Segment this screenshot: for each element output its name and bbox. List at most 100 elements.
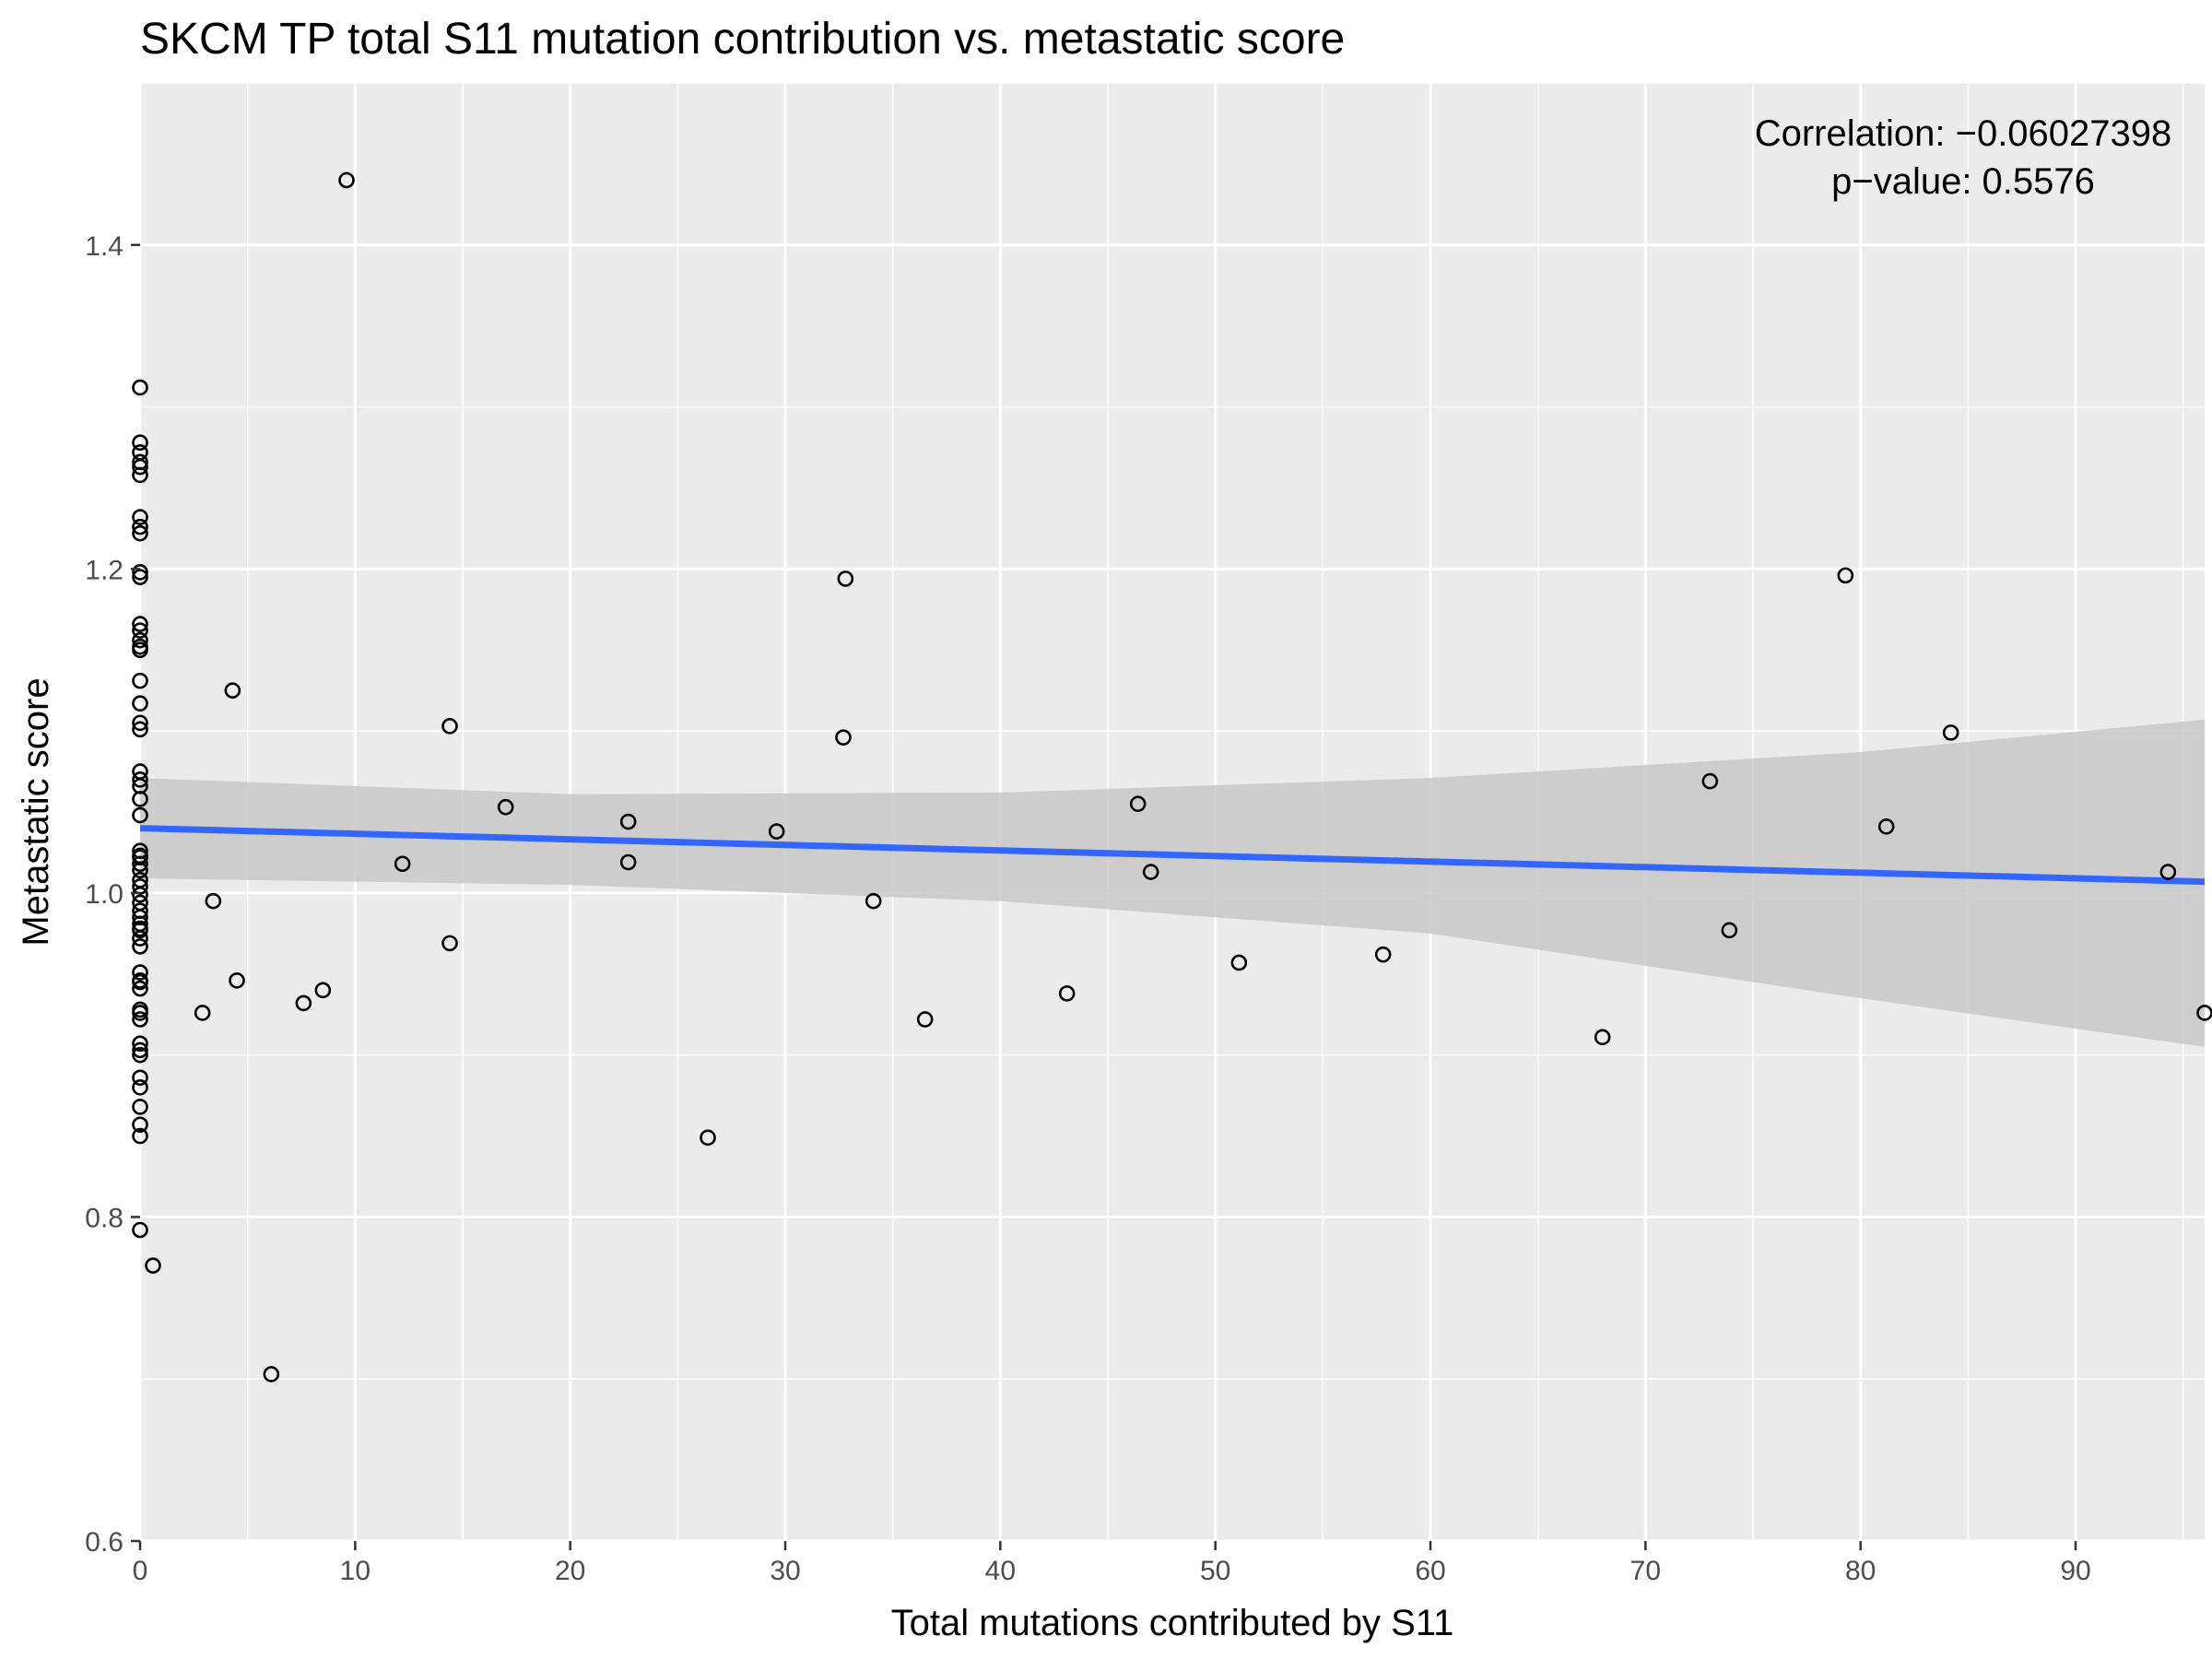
data-point	[132, 569, 148, 585]
data-point	[1129, 795, 1147, 813]
data-point	[132, 434, 148, 452]
data-point	[132, 466, 148, 484]
data-point	[295, 994, 312, 1012]
data-point	[132, 872, 148, 888]
data-point	[132, 1079, 148, 1096]
p-value-annotation: p−value: 0.5576	[1831, 161, 2095, 202]
y-tick-label: 1.2	[85, 555, 124, 585]
data-point	[132, 964, 148, 981]
data-point	[916, 1011, 934, 1028]
data-point	[497, 798, 514, 816]
data-point	[132, 631, 148, 649]
y-tick-label: 0.8	[85, 1203, 124, 1233]
data-point	[132, 1046, 148, 1064]
correlation-annotation: Correlation: −0.06027398	[1755, 113, 2172, 154]
data-point	[132, 1221, 148, 1239]
data-point	[132, 1099, 148, 1115]
data-point	[132, 806, 148, 824]
data-point	[619, 853, 637, 871]
x-axis-title: Total mutations contributed by S11	[891, 1603, 1454, 1643]
y-tick-label: 1.4	[85, 231, 124, 262]
y-tick-label: 1.0	[85, 879, 124, 910]
x-tick-label: 70	[1630, 1556, 1661, 1586]
data-point	[835, 729, 852, 746]
data-point	[132, 920, 148, 937]
data-point	[132, 509, 148, 525]
data-point	[132, 518, 148, 535]
x-tick-label: 20	[555, 1556, 585, 1586]
data-point	[132, 847, 148, 865]
data-point	[132, 930, 148, 947]
data-point	[263, 1366, 280, 1382]
data-point	[132, 672, 148, 689]
data-point	[132, 616, 148, 632]
data-point	[1594, 1029, 1611, 1046]
data-point	[132, 771, 148, 788]
chart-title: SKCM TP total S11 mutation contribution …	[140, 15, 1345, 64]
data-point	[441, 935, 458, 952]
data-point	[132, 1011, 148, 1028]
data-point	[837, 571, 854, 587]
data-point	[145, 1257, 161, 1274]
data-point	[205, 892, 222, 910]
data-point	[132, 973, 148, 991]
data-point	[394, 855, 411, 873]
data-point	[2159, 864, 2177, 880]
data-point	[132, 638, 148, 655]
data-point	[132, 1041, 148, 1059]
data-points	[132, 171, 2212, 1382]
data-point	[1058, 985, 1076, 1002]
data-point	[132, 564, 148, 581]
x-axis: 0 10 20 30 40 50 60 70 80 90	[133, 1541, 2091, 1586]
data-point	[132, 714, 148, 732]
confidence-band	[140, 719, 2205, 1047]
data-point	[441, 718, 458, 735]
data-point	[132, 855, 148, 873]
data-point	[132, 1116, 148, 1134]
data-point	[132, 980, 148, 997]
y-axis-title: Metastatic score	[16, 677, 56, 946]
data-point	[1837, 567, 1854, 584]
data-point	[1942, 724, 1959, 741]
data-point	[132, 791, 148, 807]
regression-line	[139, 825, 2206, 886]
data-point	[132, 1127, 148, 1145]
data-point	[1721, 922, 1738, 939]
data-point	[132, 1069, 148, 1087]
data-point	[1877, 818, 1895, 835]
data-point	[1230, 954, 1248, 971]
data-point	[1701, 772, 1719, 790]
data-point	[132, 622, 148, 639]
data-point	[132, 524, 148, 542]
x-tick-label: 50	[1200, 1556, 1230, 1586]
x-tick-label: 30	[770, 1556, 800, 1586]
x-tick-label: 40	[985, 1556, 1016, 1586]
y-axis: 0.6 0.8 1.0 1.2 1.4	[85, 231, 140, 1558]
data-point	[619, 813, 637, 830]
data-point	[132, 695, 148, 712]
data-point	[194, 1005, 211, 1021]
data-point	[132, 379, 148, 396]
data-point	[1142, 864, 1159, 880]
data-point	[314, 982, 332, 999]
data-point	[132, 1035, 148, 1053]
x-tick-label: 10	[340, 1556, 371, 1586]
data-point	[132, 938, 148, 955]
x-tick-label: 80	[1845, 1556, 1876, 1586]
data-point	[132, 458, 148, 476]
y-tick-label: 0.6	[85, 1527, 124, 1558]
data-point	[700, 1129, 716, 1147]
data-point	[1374, 946, 1392, 963]
data-point	[865, 892, 882, 910]
data-point	[132, 1005, 148, 1021]
x-tick-label: 90	[2060, 1556, 2090, 1586]
x-tick-label: 0	[133, 1556, 148, 1586]
data-point	[229, 972, 245, 989]
data-point	[768, 823, 785, 840]
data-point	[224, 682, 241, 699]
data-point	[338, 171, 355, 189]
x-tick-label: 60	[1415, 1556, 1445, 1586]
data-point	[132, 721, 148, 738]
